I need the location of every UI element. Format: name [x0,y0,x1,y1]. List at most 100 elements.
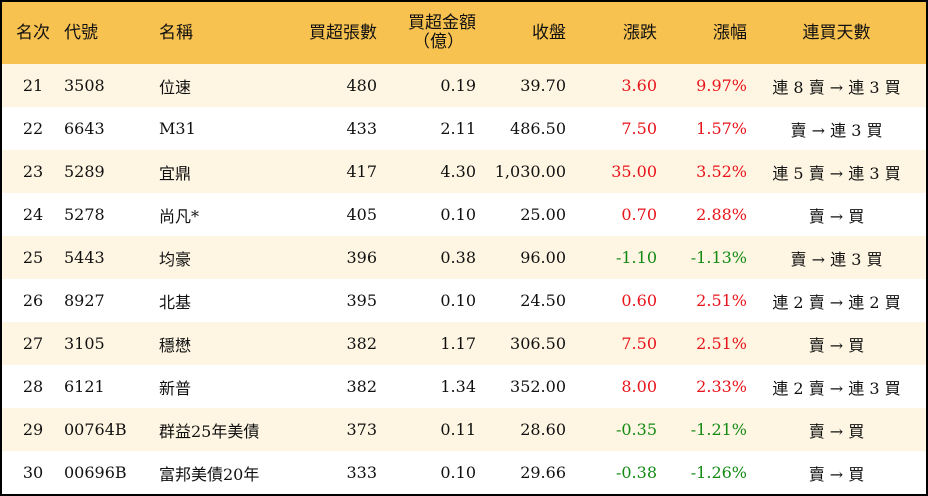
cell-code: 00764B [64,408,149,451]
cell-amount: 2.11 [377,107,476,150]
cell-code: 3105 [64,322,149,365]
cell-streak: 賣 → 買 [747,322,926,365]
cell-shares: 396 [299,236,377,279]
cell-shares: 405 [299,193,377,236]
cell-pct: 9.97% [657,64,747,107]
cell-shares: 333 [299,451,377,494]
cell-amount: 1.17 [377,322,476,365]
cell-code: 8927 [64,279,149,322]
cell-shares: 480 [299,64,377,107]
cell-amount: 4.30 [377,150,476,193]
cell-rank: 21 [2,64,64,107]
cell-change: -1.10 [566,236,657,279]
header-change: 漲跌 [566,2,657,64]
cell-change: -0.35 [566,408,657,451]
cell-amount: 1.34 [377,365,476,408]
cell-rank: 29 [2,408,64,451]
cell-close: 29.66 [476,451,566,494]
cell-shares: 417 [299,150,377,193]
table-row[interactable]: 23 5289 宜鼎 417 4.30 1,030.00 35.00 3.52% 連 5 賣 →… [2,150,926,193]
cell-amount: 0.11 [377,408,476,451]
cell-rank: 26 [2,279,64,322]
table-row[interactable]: 28 6121 新普 382 1.34 352.00 8.00 2.33% 連 2 賣 → 連 … [2,365,926,408]
cell-pct: -1.26% [657,451,747,494]
header-amount-line1: 買超金額 [408,13,476,33]
cell-shares: 395 [299,279,377,322]
table-row[interactable]: 29 00764B 群益25年美債 373 0.11 28.60 -0.35 -1.21% 賣 … [2,408,926,451]
cell-close: 1,030.00 [476,150,566,193]
cell-close: 352.00 [476,365,566,408]
header-row: 名次 代號 名稱 買超張數 買超金額 （億） 收盤 漲跌 漲幅 連買天數 [2,2,926,64]
cell-shares: 382 [299,322,377,365]
cell-streak: 賣 → 買 [747,193,926,236]
cell-pct: 2.51% [657,279,747,322]
cell-code: 5289 [64,150,149,193]
cell-amount: 0.38 [377,236,476,279]
cell-amount: 0.10 [377,451,476,494]
cell-streak: 連 8 賣 → 連 3 買 [747,64,926,107]
cell-streak: 連 2 賣 → 連 3 買 [747,365,926,408]
header-shares: 買超張數 [299,2,377,64]
cell-change: -0.38 [566,451,657,494]
table-row[interactable]: 26 8927 北基 395 0.10 24.50 0.60 2.51% 連 2 賣 → 連 2… [2,279,926,322]
cell-close: 24.50 [476,279,566,322]
cell-change: 0.70 [566,193,657,236]
cell-name: 新普 [149,365,299,408]
cell-code: 3508 [64,64,149,107]
cell-code: 6643 [64,107,149,150]
cell-name: 宜鼎 [149,150,299,193]
cell-streak: 賣 → 連 3 買 [747,236,926,279]
cell-close: 96.00 [476,236,566,279]
cell-change: 0.60 [566,279,657,322]
cell-code: 00696B [64,451,149,494]
table-row[interactable]: 22 6643 M31 433 2.11 486.50 7.50 1.57% 賣 → 連 3 買 [2,107,926,150]
cell-close: 39.70 [476,64,566,107]
cell-shares: 382 [299,365,377,408]
cell-amount: 0.10 [377,279,476,322]
table-row[interactable]: 24 5278 尚凡* 405 0.10 25.00 0.70 2.88% 賣 → 買 [2,193,926,236]
cell-change: 7.50 [566,322,657,365]
cell-amount: 0.19 [377,64,476,107]
cell-rank: 30 [2,451,64,494]
cell-name: 位速 [149,64,299,107]
cell-close: 28.60 [476,408,566,451]
cell-amount: 0.10 [377,193,476,236]
cell-change: 8.00 [566,365,657,408]
cell-code: 6121 [64,365,149,408]
cell-close: 25.00 [476,193,566,236]
header-close: 收盤 [476,2,566,64]
cell-change: 7.50 [566,107,657,150]
cell-streak: 賣 → 買 [747,408,926,451]
cell-pct: -1.13% [657,236,747,279]
cell-pct: 3.52% [657,150,747,193]
cell-name: 尚凡* [149,193,299,236]
cell-change: 3.60 [566,64,657,107]
cell-rank: 24 [2,193,64,236]
header-pct: 漲幅 [657,2,747,64]
table-row[interactable]: 30 00696B 富邦美債20年 333 0.10 29.66 -0.38 -1.26% 賣 … [2,451,926,494]
table-row[interactable]: 25 5443 均豪 396 0.38 96.00 -1.10 -1.13% 賣 → 連 3 買 [2,236,926,279]
cell-streak: 連 5 賣 → 連 3 買 [747,150,926,193]
table-row[interactable]: 27 3105 穩懋 382 1.17 306.50 7.50 2.51% 賣 → 買 [2,322,926,365]
table-row[interactable]: 21 3508 位速 480 0.19 39.70 3.60 9.97% 連 8 賣 → 連 3… [2,64,926,107]
cell-pct: 1.57% [657,107,747,150]
header-code: 代號 [64,2,149,64]
cell-pct: -1.21% [657,408,747,451]
cell-code: 5443 [64,236,149,279]
cell-rank: 25 [2,236,64,279]
cell-name: 群益25年美債 [149,408,299,451]
cell-rank: 27 [2,322,64,365]
cell-name: 均豪 [149,236,299,279]
header-name: 名稱 [149,2,299,64]
cell-name: 富邦美債20年 [149,451,299,494]
cell-name: 穩懋 [149,322,299,365]
cell-shares: 373 [299,408,377,451]
header-amount-line2: （億） [413,32,464,52]
cell-name: M31 [149,107,299,150]
cell-rank: 23 [2,150,64,193]
cell-change: 35.00 [566,150,657,193]
cell-pct: 2.51% [657,322,747,365]
cell-close: 486.50 [476,107,566,150]
cell-streak: 賣 → 買 [747,451,926,494]
